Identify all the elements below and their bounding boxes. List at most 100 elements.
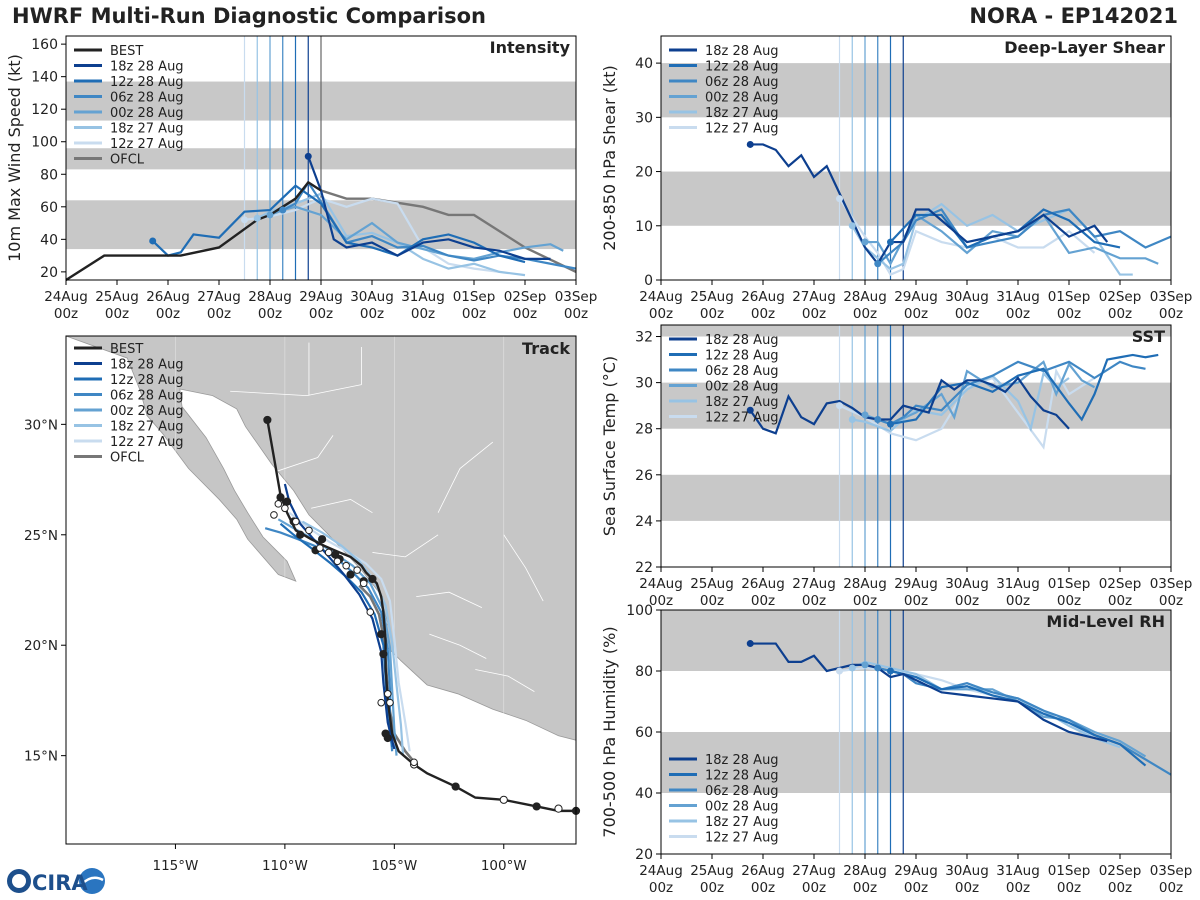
shear-xtick-sublabel: 00z [955, 306, 979, 322]
sst-xtick-sublabel: 00z [649, 593, 673, 609]
sst-ytick-label: 26 [635, 468, 653, 484]
track-border-line-10 [475, 669, 535, 692]
shear-xtick-label: 30Aug [945, 289, 989, 305]
cira-logo-text: CIRA [32, 871, 88, 895]
sst-xtick-label: 24Aug [639, 576, 683, 592]
track-land-mexico [65, 335, 577, 741]
sst-xtick-label: 03Sep [1150, 576, 1193, 592]
intensity-init-point [304, 152, 312, 160]
shear-ytick-label: 40 [635, 56, 653, 72]
sst-legend-label: 06z 28 Aug [705, 364, 779, 379]
rh-ytick-label: 100 [626, 603, 653, 619]
intensity-legend-label: 18z 28 Aug [110, 60, 184, 75]
shear-xtick-sublabel: 00z [904, 306, 928, 322]
sst-xtick-label: 26Aug [741, 576, 785, 592]
rh-xtick-label: 26Aug [741, 863, 785, 879]
shear-ytick-label: 0 [644, 273, 653, 289]
sst-init-point [836, 402, 843, 410]
intensity-series-line [244, 197, 500, 273]
sst-xtick-label: 01Sep [1048, 576, 1091, 592]
shear-init-point [746, 140, 754, 148]
sst-xtick-label: 27Aug [792, 576, 836, 592]
track-best-point [379, 649, 388, 659]
sst-xtick-sublabel: 00z [1108, 593, 1132, 609]
intensity-series-line [307, 155, 551, 260]
track-border-line-2 [230, 384, 362, 397]
track-best-point [554, 804, 563, 813]
track-best-point [451, 782, 460, 791]
track-ofcl-point [292, 517, 300, 526]
track-ofcl-point [281, 504, 289, 513]
track-ofcl-point [316, 544, 324, 552]
track-ofcl-point [305, 526, 313, 535]
intensity-ytick-label: 100 [31, 135, 58, 151]
shear-xtick-sublabel: 00z [802, 306, 826, 322]
intensity-legend-label: 12z 28 Aug [110, 75, 184, 90]
sst-init-point [848, 415, 856, 423]
shear-init-point [874, 260, 882, 268]
rh-ytick-label: 40 [635, 786, 653, 802]
sst-init-point [887, 420, 894, 428]
rh-xtick-sublabel: 00z [1057, 880, 1081, 896]
intensity-xtick-sublabel: 00z [411, 306, 435, 322]
rh-legend-label: 18z 28 Aug [705, 753, 779, 768]
track-xtick-label: 100°W [481, 858, 527, 874]
sst-legend-label: 18z 27 Aug [705, 395, 779, 410]
sst-init-point [746, 406, 754, 414]
shear-series-line [838, 198, 1096, 276]
track-ofcl-point [410, 758, 418, 767]
rh-legend-label: 00z 28 Aug [705, 800, 779, 815]
sst-panel-title: SST [1132, 327, 1165, 346]
shear-xtick-label: 01Sep [1048, 289, 1091, 305]
intensity-ofcl-line [320, 189, 577, 273]
sst-ytick-label: 28 [635, 422, 653, 438]
panel-intensity: 2040608010012014016024Aug00z25Aug00z26Au… [5, 35, 597, 322]
rh-init-point [887, 667, 894, 675]
sst-xtick-label: 31Aug [996, 576, 1040, 592]
intensity-xtick-label: 28Aug [248, 289, 292, 305]
track-best-point [331, 550, 340, 559]
track-best-point [499, 795, 508, 804]
rh-init-point [746, 640, 754, 648]
rh-xtick-sublabel: 00z [1159, 880, 1183, 896]
track-legend-label: 18z 27 Aug [110, 420, 184, 435]
rh-legend-label: 12z 27 Aug [705, 831, 779, 846]
rh-xtick-label: 27Aug [792, 863, 836, 879]
rh-xtick-label: 02Sep [1099, 863, 1142, 879]
sst-xtick-sublabel: 00z [1006, 593, 1030, 609]
rh-xtick-sublabel: 00z [1108, 880, 1132, 896]
panel-sst: 22242628303224Aug00z25Aug00z26Aug00z27Au… [600, 324, 1193, 609]
intensity-xtick-label: 27Aug [197, 289, 241, 305]
sst-series-line [852, 371, 1070, 433]
shear-xtick-label: 02Sep [1099, 289, 1142, 305]
sst-ylabel: Sea Surface Temp (°C) [600, 356, 619, 536]
sst-xtick-sublabel: 00z [802, 593, 826, 609]
shear-xtick-label: 27Aug [792, 289, 836, 305]
track-legend-label: 18z 28 Aug [110, 358, 184, 373]
track-border-line-5 [372, 534, 439, 558]
rh-xtick-sublabel: 00z [853, 880, 877, 896]
shear-xtick-label: 24Aug [639, 289, 683, 305]
intensity-xtick-label: 24Aug [44, 289, 88, 305]
intensity-legend-label: 06z 28 Aug [110, 91, 184, 106]
track-legend-label: 06z 28 Aug [110, 389, 184, 404]
shear-legend-label: 12z 27 Aug [705, 122, 779, 137]
rh-legend-label: 06z 28 Aug [705, 784, 779, 799]
shear-xtick-label: 31Aug [996, 289, 1040, 305]
sst-xtick-sublabel: 00z [955, 593, 979, 609]
rh-xtick-label: 25Aug [690, 863, 734, 879]
rh-legend-label: 18z 27 Aug [705, 815, 779, 830]
intensity-legend-label: BEST [110, 44, 143, 59]
sst-init-point [874, 415, 882, 423]
shear-xtick-sublabel: 00z [853, 306, 877, 322]
track-best-point [282, 497, 292, 506]
sst-xtick-label: 28Aug [843, 576, 887, 592]
rh-xtick-sublabel: 00z [751, 880, 775, 896]
sst-xtick-label: 30Aug [945, 576, 989, 592]
cira-logo-icon: CIRA [7, 868, 105, 895]
rh-ytick-label: 80 [635, 664, 653, 680]
track-ytick-label: 15°N [24, 749, 58, 765]
sst-xtick-sublabel: 00z [751, 593, 775, 609]
shear-band-0 [661, 171, 1171, 226]
